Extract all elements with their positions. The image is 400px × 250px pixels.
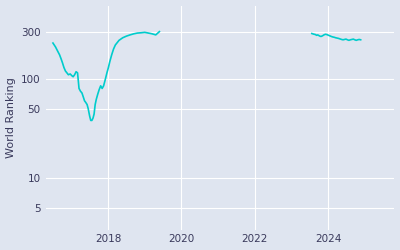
Y-axis label: World Ranking: World Ranking (6, 77, 16, 158)
